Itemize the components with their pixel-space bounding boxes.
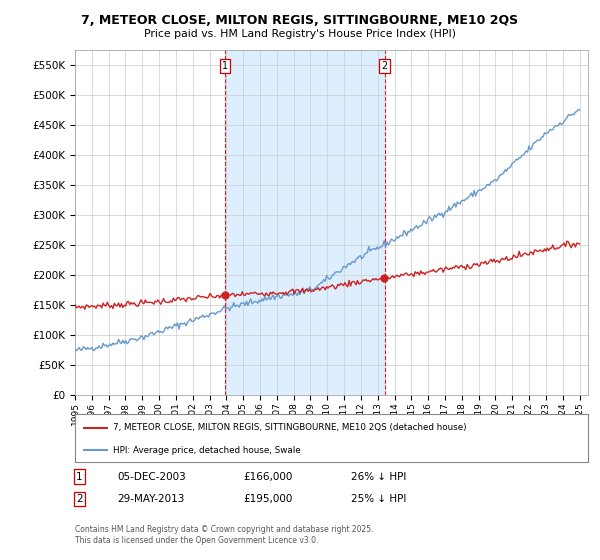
Text: HPI: Average price, detached house, Swale: HPI: Average price, detached house, Swal… xyxy=(113,446,301,455)
Text: 1: 1 xyxy=(222,61,228,71)
Text: 7, METEOR CLOSE, MILTON REGIS, SITTINGBOURNE, ME10 2QS (detached house): 7, METEOR CLOSE, MILTON REGIS, SITTINGBO… xyxy=(113,423,467,432)
Text: 29-MAY-2013: 29-MAY-2013 xyxy=(117,494,184,504)
Text: 7, METEOR CLOSE, MILTON REGIS, SITTINGBOURNE, ME10 2QS: 7, METEOR CLOSE, MILTON REGIS, SITTINGBO… xyxy=(82,14,518,27)
Text: Price paid vs. HM Land Registry's House Price Index (HPI): Price paid vs. HM Land Registry's House … xyxy=(144,29,456,39)
Text: Contains HM Land Registry data © Crown copyright and database right 2025.
This d: Contains HM Land Registry data © Crown c… xyxy=(75,525,373,545)
Text: 1: 1 xyxy=(76,472,83,482)
Text: £195,000: £195,000 xyxy=(243,494,292,504)
Text: 26% ↓ HPI: 26% ↓ HPI xyxy=(351,472,406,482)
Text: £166,000: £166,000 xyxy=(243,472,292,482)
Bar xyxy=(225,50,385,395)
Text: 05-DEC-2003: 05-DEC-2003 xyxy=(117,472,186,482)
Text: 2: 2 xyxy=(76,494,83,504)
Text: 2: 2 xyxy=(382,61,388,71)
Text: 25% ↓ HPI: 25% ↓ HPI xyxy=(351,494,406,504)
